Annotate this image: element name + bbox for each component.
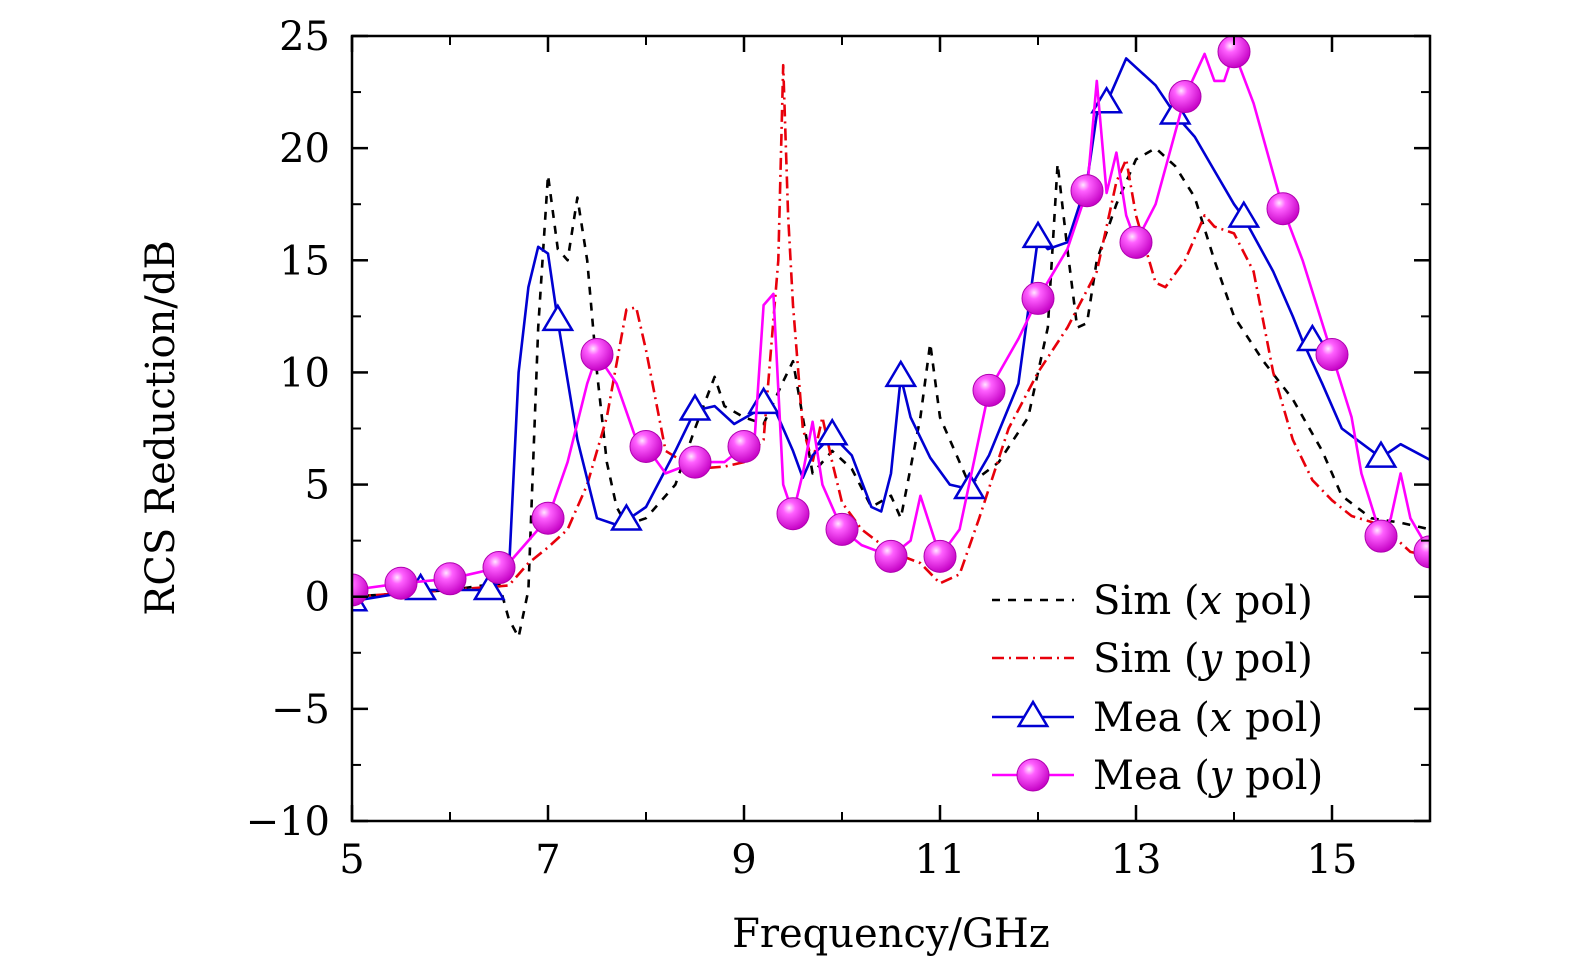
circle-marker (1217, 36, 1251, 69)
x-tick-label: 9 (731, 837, 756, 883)
legend-label: Mea (y pol) (1093, 753, 1323, 799)
series-mea-y-pol- (352, 36, 1430, 607)
legend-label-suffix: pol) (1232, 695, 1323, 741)
x-tick-label: 15 (1307, 837, 1358, 883)
triangle-marker (678, 393, 712, 421)
triangle-marker (815, 417, 849, 446)
legend-triangle-marker (1016, 699, 1050, 728)
legend-item: Sim (y pol) (992, 636, 1313, 682)
y-tick-label: 15 (279, 238, 330, 284)
circle-marker (678, 445, 712, 479)
legend-label-prefix: Sim ( (1093, 578, 1199, 624)
circle-marker (352, 573, 369, 607)
circle-marker (776, 497, 810, 531)
circle-marker (531, 501, 565, 535)
triangle-marker (472, 572, 506, 601)
legend-label-variable: x (1210, 695, 1233, 741)
legend-label-prefix: Mea ( (1093, 753, 1210, 799)
circle-marker (384, 566, 418, 600)
legend-item: Mea (y pol) (992, 753, 1323, 799)
y-axis-title: RCS Reduction/dB (138, 240, 184, 616)
y-tick-label: 20 (279, 126, 330, 172)
circle-marker (1021, 281, 1055, 315)
circle-marker (1413, 535, 1430, 569)
series-sim-y-pol- (352, 63, 1430, 598)
circle-marker (727, 429, 761, 463)
circle-marker (1364, 519, 1398, 553)
circle-marker (1168, 80, 1202, 114)
circle-marker (825, 512, 859, 546)
circle-marker (433, 562, 467, 596)
series-line (352, 146, 1430, 639)
y-tick-label: −10 (246, 799, 330, 845)
y-tick-label: 0 (305, 575, 330, 621)
series-line (352, 63, 1430, 598)
legend-label-prefix: Mea ( (1093, 695, 1210, 741)
x-tick-label: 11 (915, 837, 966, 883)
series-line (352, 50, 1430, 592)
legend-label-prefix: Sim ( (1093, 636, 1199, 682)
legend: Sim (x pol)Sim (y pol)Mea (x pol)Mea (y … (992, 578, 1323, 799)
legend-item: Sim (x pol) (992, 578, 1313, 624)
legend-label-variable: x (1199, 578, 1222, 624)
circle-marker (482, 551, 516, 585)
circle-marker (629, 429, 663, 463)
x-tick-label: 5 (339, 837, 364, 883)
legend-item: Mea (x pol) (992, 695, 1323, 741)
circle-marker (874, 539, 908, 573)
legend-label-variable: y (1208, 753, 1234, 799)
y-tick-label: 25 (279, 14, 330, 60)
circle-marker (1266, 192, 1300, 226)
x-tick-label: 7 (535, 837, 560, 883)
triangle-marker (884, 359, 918, 388)
series-sim-x-pol- (352, 146, 1430, 639)
y-tick-label: −5 (271, 687, 330, 733)
legend-circle-marker (1016, 758, 1050, 792)
triangle-marker (1021, 220, 1055, 249)
triangle-marker (1227, 200, 1261, 228)
triangle-marker (609, 503, 643, 531)
triangle-marker (1364, 440, 1398, 468)
series-line (352, 57, 1430, 603)
x-tick-label: 13 (1111, 837, 1162, 883)
triangle-marker (747, 386, 781, 415)
legend-label-variable: y (1197, 636, 1223, 682)
circle-marker (1315, 337, 1349, 371)
y-tick-label: 5 (305, 463, 330, 509)
legend-label: Sim (x pol) (1093, 578, 1313, 624)
legend-label-suffix: pol) (1222, 578, 1313, 624)
legend-label-suffix: pol) (1232, 753, 1323, 799)
circle-marker (923, 539, 957, 573)
triangle-marker (541, 303, 575, 332)
circle-marker (580, 337, 614, 371)
legend-label: Mea (x pol) (1093, 695, 1323, 741)
legend-label-suffix: pol) (1222, 636, 1313, 682)
legend-label: Sim (y pol) (1093, 636, 1313, 682)
x-axis-title: Frequency/GHz (732, 911, 1050, 957)
y-tick-label: 10 (279, 350, 330, 396)
circle-marker (1070, 174, 1104, 208)
circle-marker (1119, 225, 1153, 259)
circle-marker (972, 373, 1006, 407)
